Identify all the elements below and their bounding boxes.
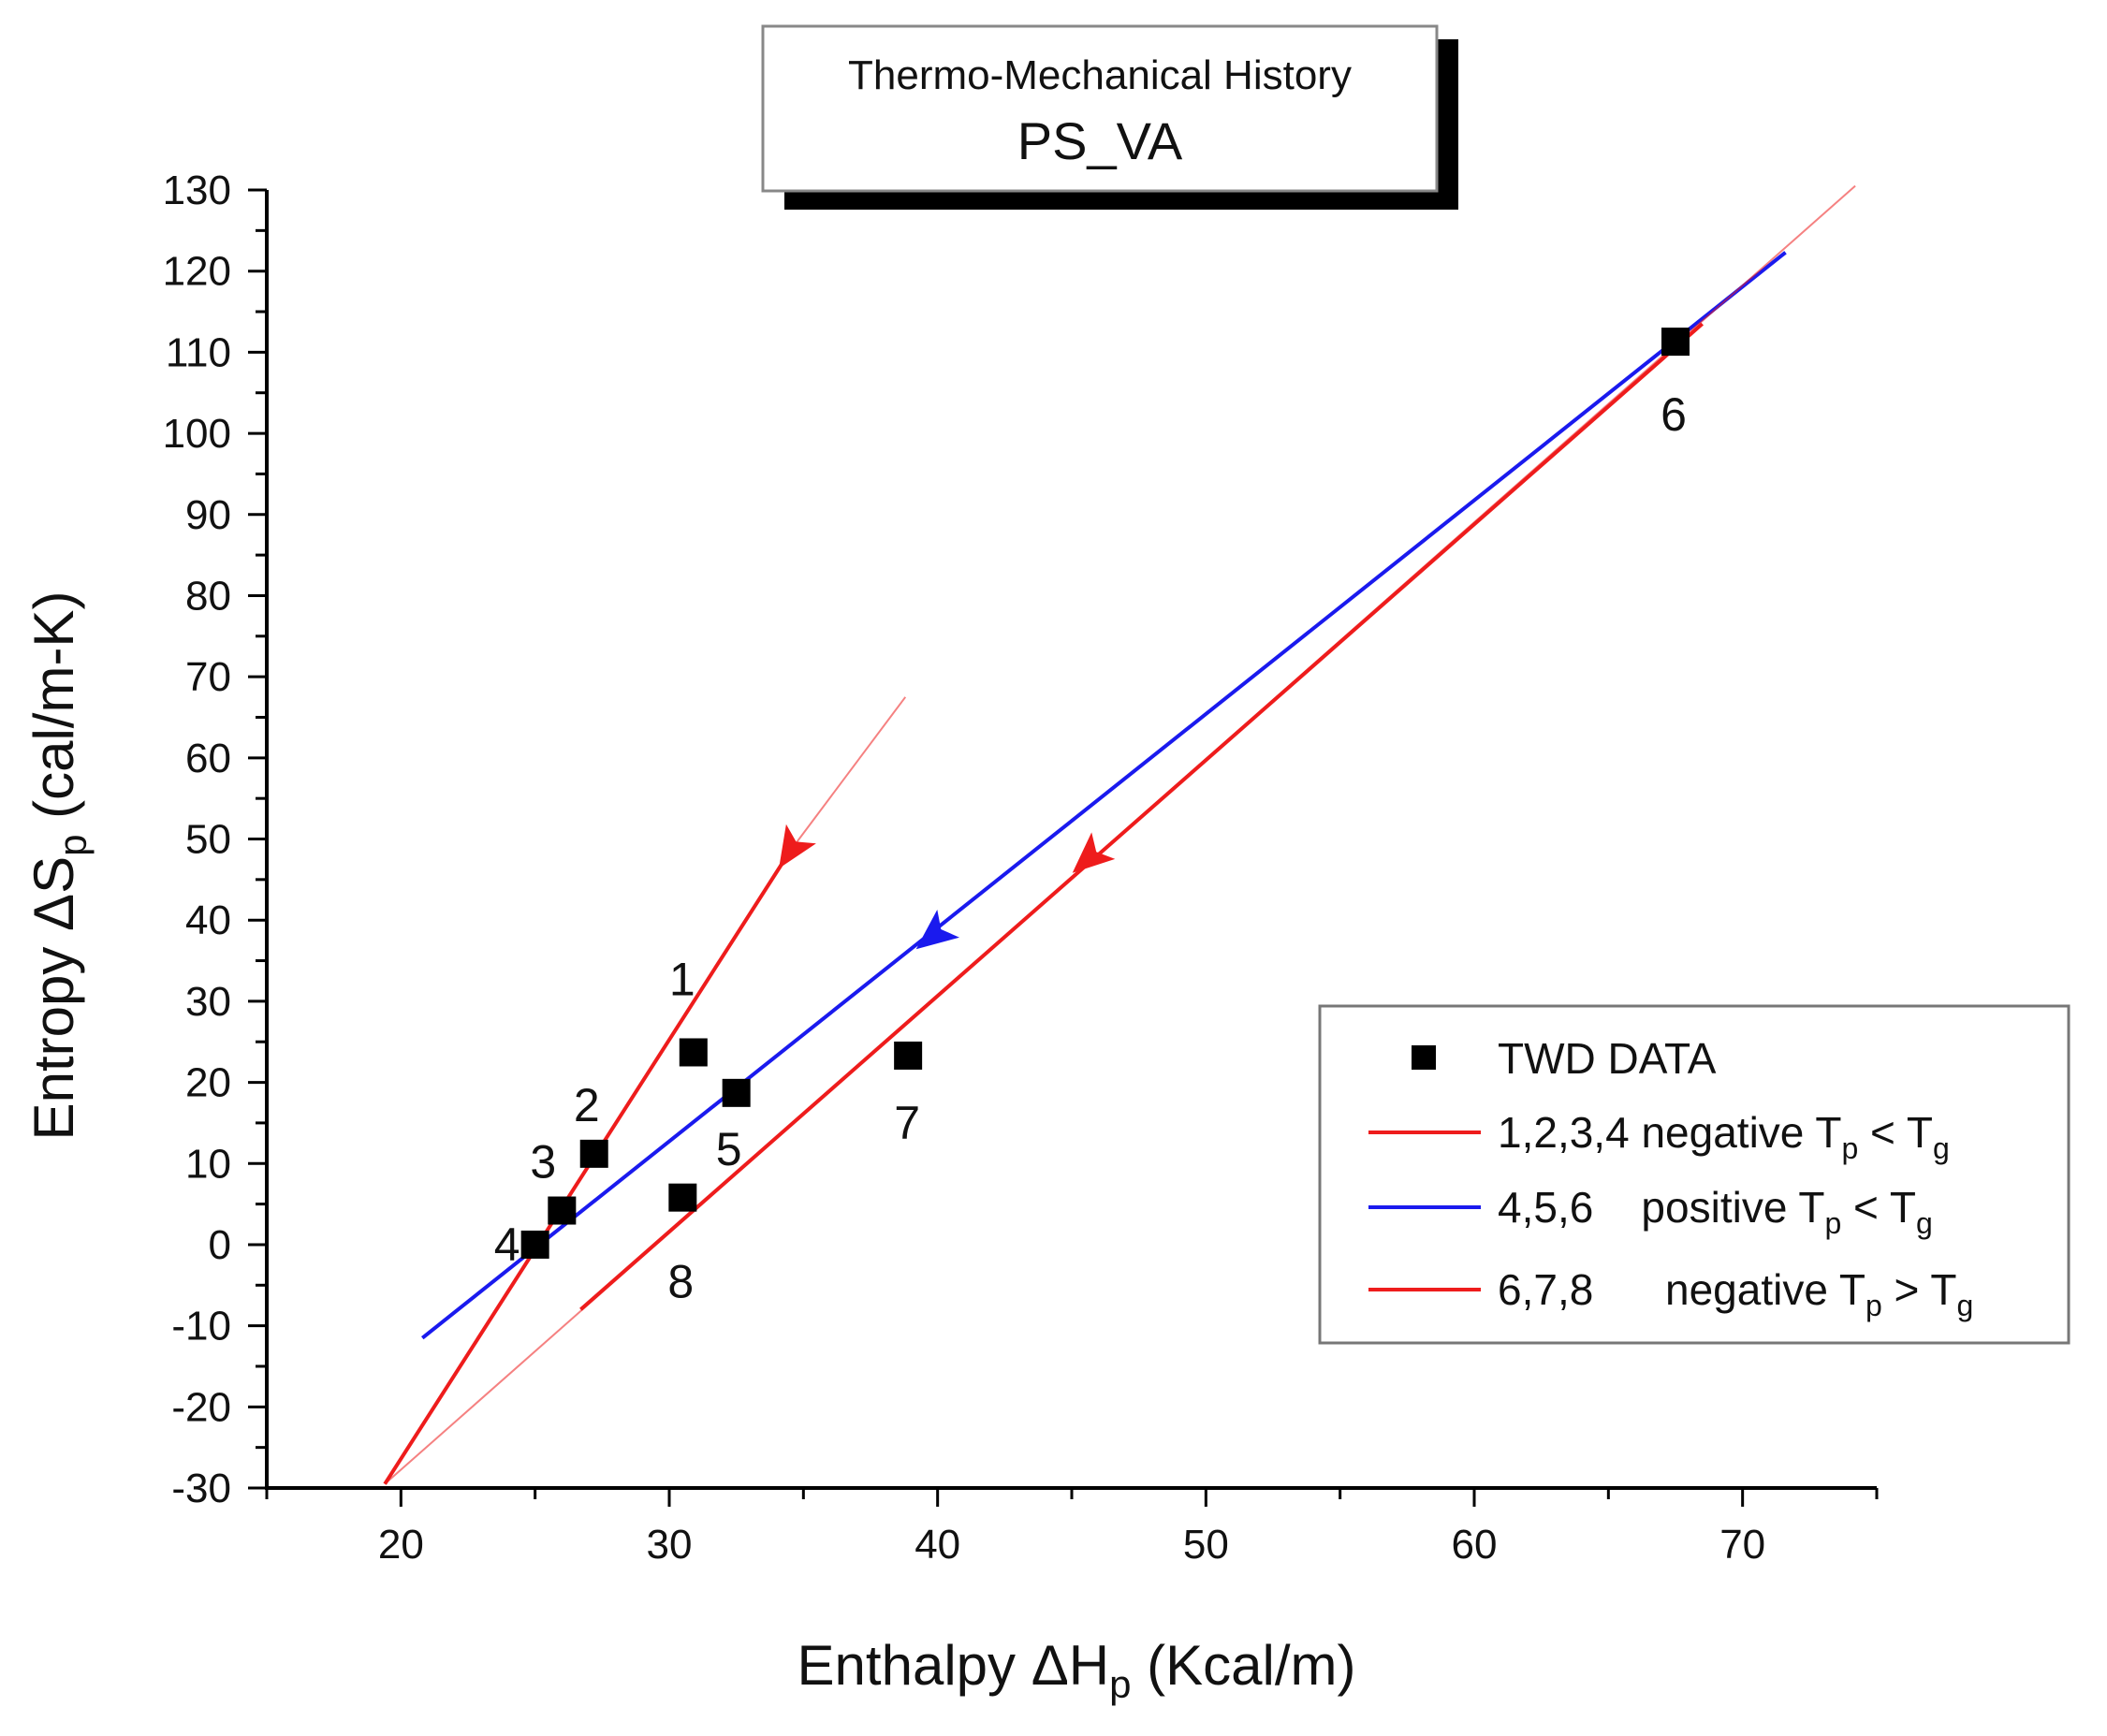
x-tick-label: 60: [1452, 1522, 1498, 1568]
series-extension-line-1: [789, 696, 907, 853]
legend-label-twd: TWD DATA: [1498, 1034, 1717, 1083]
direction-arrow-3: [1072, 832, 1116, 873]
direction-arrow-1: [779, 824, 816, 868]
y-tick-label: 70: [185, 654, 231, 700]
legend-entry-1234: 1,2,3,4 negative Tp < Tg: [1368, 1108, 1950, 1165]
data-point-2: [579, 1139, 608, 1168]
y-tick-label: 40: [185, 897, 231, 943]
data-point-4: [520, 1230, 549, 1259]
y-tick-label: 20: [185, 1060, 231, 1106]
y-tick-label: -30: [171, 1466, 231, 1511]
y-tick-label: 130: [163, 168, 231, 213]
y-tick-label: -20: [171, 1384, 231, 1430]
legend-entry-twd: TWD DATA: [1412, 1034, 1717, 1083]
y-tick-label: 100: [163, 411, 231, 457]
point-label-7: 7: [894, 1097, 920, 1149]
data-point-5: [722, 1078, 751, 1107]
x-tick-label: 50: [1183, 1522, 1229, 1568]
y-tick-label: 80: [185, 573, 231, 619]
point-label-5: 5: [716, 1123, 742, 1175]
y-tick-label: 50: [185, 817, 231, 863]
y-tick-label: 110: [166, 329, 231, 375]
title-box-frame: [761, 24, 1439, 193]
chart-title: Thermo-Mechanical History: [848, 52, 1352, 98]
data-points: 1 234 5 6 7 8: [494, 328, 1690, 1308]
point-label-2: 2: [574, 1079, 600, 1131]
point-label-4: 4: [494, 1218, 520, 1271]
legend-entry-456: 4,5,6 positive Tp < Tg: [1368, 1183, 1933, 1240]
y-tick-label: 0: [209, 1222, 231, 1268]
legend-frame: [1318, 1004, 2070, 1345]
y-tick-label: 120: [163, 249, 231, 295]
x-tick-label: 70: [1719, 1522, 1765, 1568]
x-tick-label: 40: [914, 1522, 960, 1568]
legend-label-1234: 1,2,3,4 negative Tp < Tg: [1498, 1108, 1950, 1165]
point-label-1: 1: [669, 953, 695, 1005]
point-label-8: 8: [667, 1256, 694, 1308]
data-point-7: [894, 1041, 923, 1070]
y-tick-label: 30: [185, 979, 231, 1025]
title-box: Thermo-Mechanical History PS_VA: [761, 24, 1458, 210]
legend: TWD DATA 1,2,3,4 negative Tp < Tg 4,5,6 …: [1318, 1004, 2070, 1345]
y-tick-label: 10: [185, 1141, 231, 1187]
legend-entry-678: 6,7,8 negative Tp > Tg: [1368, 1265, 1973, 1322]
x-axis-title: Enthalpy ΔHp (Kcal/m): [797, 1634, 1356, 1706]
point-label-6: 6: [1661, 388, 1687, 441]
y-axis-title: Entropy ΔSp (cal/m-K): [22, 591, 95, 1141]
legend-label-678: 6,7,8 negative Tp > Tg: [1498, 1265, 1973, 1322]
chart-subtitle: PS_VA: [1017, 111, 1183, 170]
legend-label-456: 4,5,6 positive Tp < Tg: [1498, 1183, 1933, 1240]
point-label-3: 3: [530, 1136, 556, 1189]
data-point-1: [679, 1038, 708, 1067]
data-point-8: [668, 1183, 697, 1212]
y-tick-label: 90: [185, 492, 231, 538]
direction-arrow-2: [915, 910, 959, 950]
y-tick-label: -10: [171, 1304, 231, 1349]
x-tick-label: 30: [647, 1522, 693, 1568]
x-tick-label: 20: [378, 1522, 424, 1568]
legend-marker-square: [1412, 1045, 1436, 1070]
axes: 20 30 40 50 60 70 -30 -20 -10 0 10 20 30 40 50 60 70 80 90…: [163, 168, 1879, 1568]
series-line-2: [421, 251, 1787, 1340]
data-point-3: [548, 1196, 577, 1225]
series-line-3: [579, 322, 1704, 1311]
y-tick-label: 60: [185, 736, 231, 781]
data-point-6: [1661, 328, 1690, 357]
